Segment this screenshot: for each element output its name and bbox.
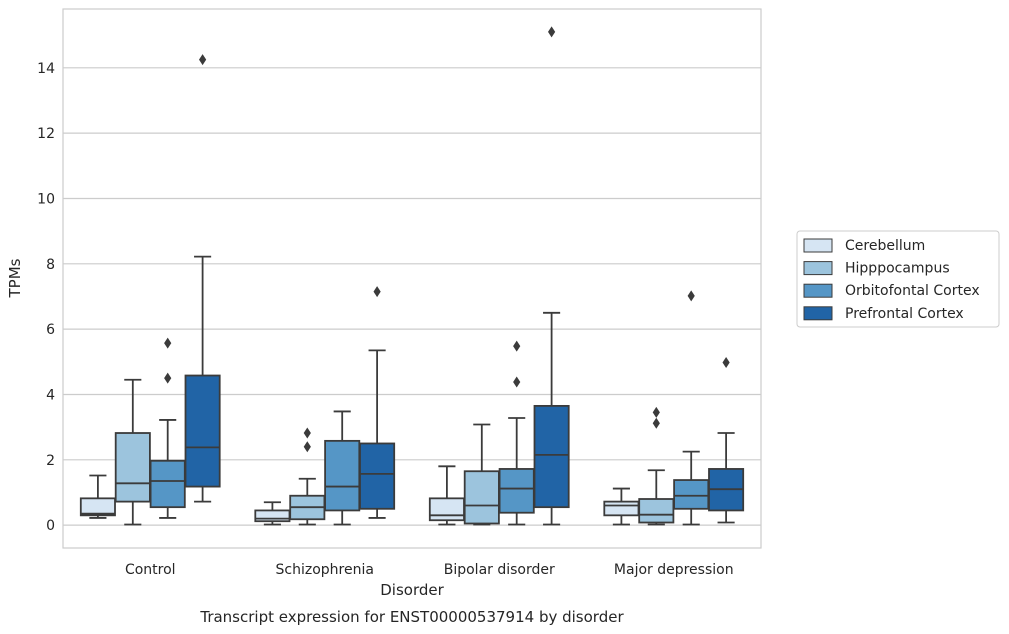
outlier-hipppocampus-schizophrenia-1 — [303, 427, 311, 439]
box-cerebellum-bipolar-disorder — [428, 497, 465, 522]
x-tick-label: Schizophrenia — [276, 562, 374, 578]
gridlines — [63, 67, 761, 526]
box-group-major-depression — [603, 290, 745, 526]
outlier-prefrontal-cortex-schizophrenia-0 — [373, 286, 381, 298]
box-hipppocampus-bipolar-disorder — [463, 470, 500, 525]
box-cerebellum-major-depression — [603, 500, 640, 517]
legend-frame — [796, 230, 1000, 328]
outlier-prefrontal-cortex-bipolar-disorder-0 — [548, 26, 556, 38]
box-hipppocampus-control — [114, 432, 151, 503]
legend-swatch-orbitofontal-cortex — [803, 283, 833, 298]
legend-swatch-prefrontal-cortex — [803, 306, 833, 321]
y-tick-label: 12 — [37, 126, 55, 142]
chart-caption: Transcript expression for ENST0000053791… — [199, 608, 624, 626]
legend-label-prefrontal-cortex: Prefrontal Cortex — [845, 306, 964, 322]
x-tick-label: Control — [125, 562, 176, 578]
box-prefrontal-cortex-schizophrenia — [359, 442, 396, 510]
y-tick-label: 8 — [46, 257, 55, 273]
x-tick-label: Major depression — [614, 562, 734, 578]
box-orbitofontal-cortex-control — [149, 459, 186, 509]
outlier-orbitofontal-cortex-control-1 — [164, 337, 172, 349]
box-cerebellum-schizophrenia — [254, 509, 291, 523]
legend-swatch-cerebellum — [803, 238, 833, 253]
legend: Cerebellum Hipppocampus Orbitofontal Corte… — [796, 230, 1000, 328]
x-tick-labels: Control Schizophrenia Bipolar disorder Majo… — [125, 562, 734, 578]
legend-swatch-hipppocampus — [803, 261, 833, 276]
outlier-hipppocampus-schizophrenia-0 — [303, 441, 311, 453]
box-orbitofontal-cortex-schizophrenia — [324, 439, 361, 512]
box-prefrontal-cortex-control — [184, 374, 221, 488]
outlier-orbitofontal-cortex-bipolar-disorder-0 — [513, 376, 521, 388]
outlier-prefrontal-cortex-control-0 — [199, 54, 207, 66]
box-orbitofontal-cortex-major-depression — [673, 479, 710, 510]
outlier-orbitofontal-cortex-bipolar-disorder-1 — [513, 340, 521, 352]
box-cerebellum-control — [79, 497, 116, 517]
box-groups — [79, 26, 745, 526]
box-group-control — [79, 54, 221, 526]
box-hipppocampus-major-depression — [638, 498, 675, 524]
y-tick-label: 0 — [46, 518, 55, 534]
outlier-orbitofontal-cortex-control-0 — [164, 372, 172, 384]
x-axis-label: Disorder — [380, 581, 444, 599]
plot-area — [63, 9, 761, 548]
box-orbitofontal-cortex-bipolar-disorder — [498, 468, 535, 514]
box-prefrontal-cortex-bipolar-disorder — [533, 404, 570, 509]
y-tick-labels: 0 2 4 6 8 10 12 14 — [37, 61, 55, 534]
y-tick-label: 6 — [46, 322, 55, 338]
plot-frame — [62, 8, 762, 549]
legend-label-cerebellum: Cerebellum — [845, 238, 925, 254]
x-tick-label: Bipolar disorder — [444, 562, 555, 578]
outlier-orbitofontal-cortex-major-depression-0 — [687, 290, 695, 302]
y-tick-label: 2 — [46, 453, 55, 469]
y-tick-label: 4 — [46, 387, 55, 403]
outlier-prefrontal-cortex-major-depression-0 — [722, 356, 730, 368]
legend-label-orbitofontal-cortex: Orbitofontal Cortex — [845, 283, 980, 299]
box-group-schizophrenia — [254, 286, 396, 526]
outlier-hipppocampus-major-depression-1 — [652, 406, 660, 418]
outlier-hipppocampus-major-depression-0 — [652, 417, 660, 429]
y-tick-label: 14 — [37, 61, 55, 77]
box-group-bipolar-disorder — [428, 26, 570, 526]
y-axis-label: TPMs — [6, 258, 24, 298]
legend-label-hipppocampus: Hipppocampus — [845, 261, 950, 277]
y-tick-label: 10 — [37, 191, 55, 207]
